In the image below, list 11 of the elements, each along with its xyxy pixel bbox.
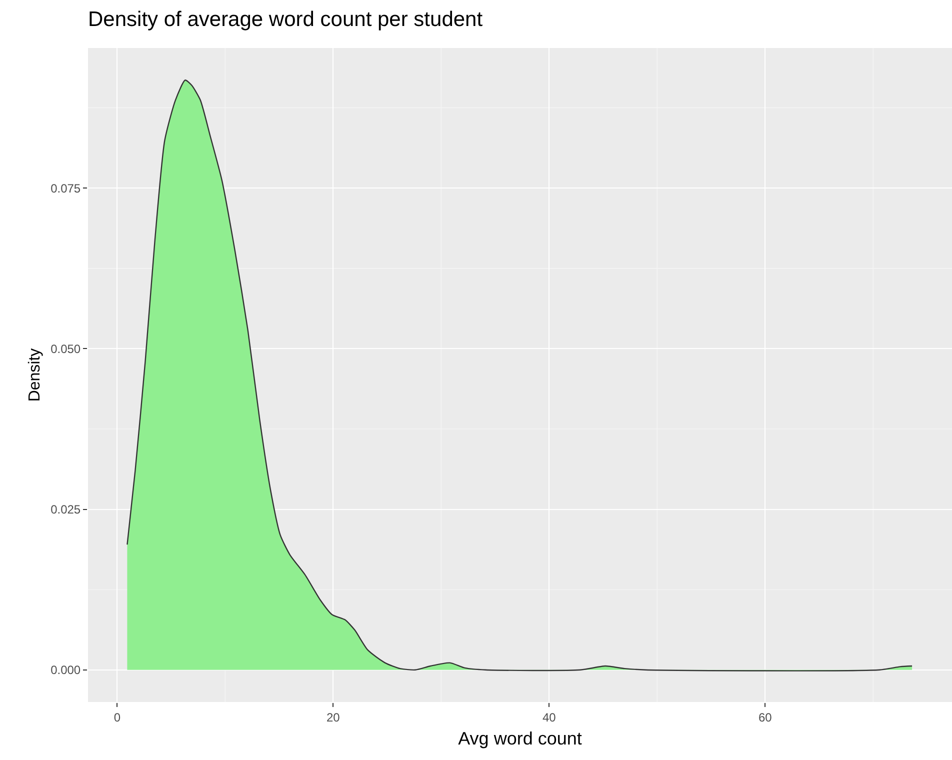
x-tick-label: 20 xyxy=(326,710,340,724)
y-tick-label: 0.075 xyxy=(50,181,81,196)
y-tick-label: 0.000 xyxy=(50,663,81,678)
x-axis-title: Avg word count xyxy=(458,728,582,748)
x-tick-label: 0 xyxy=(114,710,121,724)
x-tick-label: 40 xyxy=(542,710,556,724)
chart-title: Density of average word count per student xyxy=(88,8,483,32)
x-tick-label: 60 xyxy=(758,710,772,724)
y-tick-label: 0.025 xyxy=(50,502,81,516)
y-tick-label: 0.050 xyxy=(50,342,81,356)
y-axis-title: Density xyxy=(26,348,44,402)
